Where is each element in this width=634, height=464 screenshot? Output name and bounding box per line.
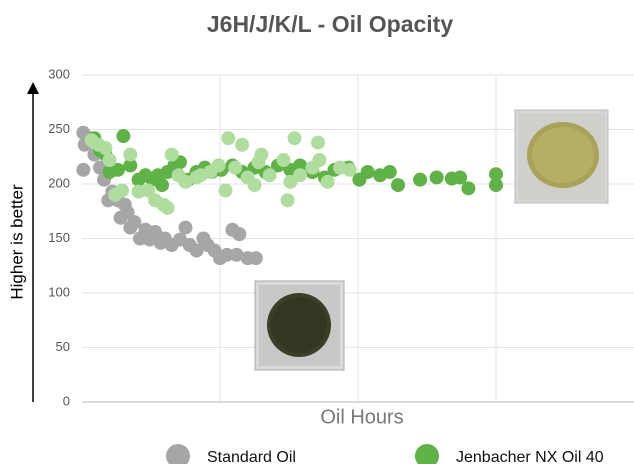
- arrow-head: [27, 82, 39, 94]
- point: [189, 243, 204, 258]
- point: [160, 200, 175, 215]
- point: [120, 205, 135, 220]
- point: [453, 170, 468, 185]
- point: [232, 227, 247, 242]
- point: [342, 162, 357, 177]
- point: [178, 220, 193, 235]
- y-tick-label: 100: [48, 284, 70, 299]
- point: [178, 174, 193, 189]
- legend-label: Standard Oil: [207, 449, 296, 464]
- point: [110, 162, 125, 177]
- point: [127, 215, 142, 230]
- point: [123, 147, 138, 162]
- legend-label: Jenbacher NX Oil 40: [456, 449, 604, 464]
- y-tick-label: 200: [48, 175, 70, 190]
- point: [76, 162, 91, 177]
- point: [254, 147, 269, 162]
- point: [141, 183, 156, 198]
- y-tick-label: 150: [48, 230, 70, 245]
- point: [115, 183, 130, 198]
- point: [320, 174, 335, 189]
- point: [221, 131, 236, 146]
- point: [280, 193, 295, 208]
- point: [102, 153, 117, 168]
- point: [262, 168, 277, 183]
- point: [287, 131, 302, 146]
- point: [116, 129, 131, 144]
- point: [429, 170, 444, 185]
- legend: Standard Oil Jenbacher NX Oil 40: [166, 444, 604, 464]
- point: [164, 147, 179, 162]
- point: [155, 178, 170, 193]
- point: [461, 181, 476, 196]
- point: [229, 247, 244, 262]
- point: [382, 165, 397, 180]
- point: [235, 137, 250, 152]
- point: [293, 168, 308, 183]
- y-tick-label: 300: [48, 66, 70, 81]
- y-tick-label: 250: [48, 121, 70, 136]
- y-tick-label: 50: [56, 339, 70, 354]
- point: [413, 172, 428, 187]
- y-tick-label: 0: [63, 393, 70, 408]
- point: [391, 178, 406, 193]
- point: [360, 165, 375, 180]
- marks: [76, 125, 503, 266]
- point: [219, 247, 234, 262]
- point: [489, 167, 503, 182]
- point: [276, 153, 291, 168]
- point: [310, 135, 325, 150]
- point: [98, 141, 113, 156]
- point: [211, 158, 226, 173]
- photo-light: [514, 109, 609, 204]
- point: [293, 158, 308, 173]
- point: [312, 153, 327, 168]
- chart-title: J6H/J/K/L - Oil Opacity: [207, 11, 453, 37]
- point: [248, 251, 263, 266]
- y-axis-label: Higher is better: [7, 184, 26, 300]
- point: [123, 158, 138, 173]
- point: [247, 178, 262, 193]
- point: [489, 178, 503, 193]
- point: [218, 183, 233, 198]
- legend-swatch: [166, 444, 190, 464]
- point: [228, 160, 243, 175]
- photo-dark: [254, 280, 345, 371]
- x-axis-label: Oil Hours: [320, 406, 403, 428]
- legend-swatch: [415, 444, 439, 464]
